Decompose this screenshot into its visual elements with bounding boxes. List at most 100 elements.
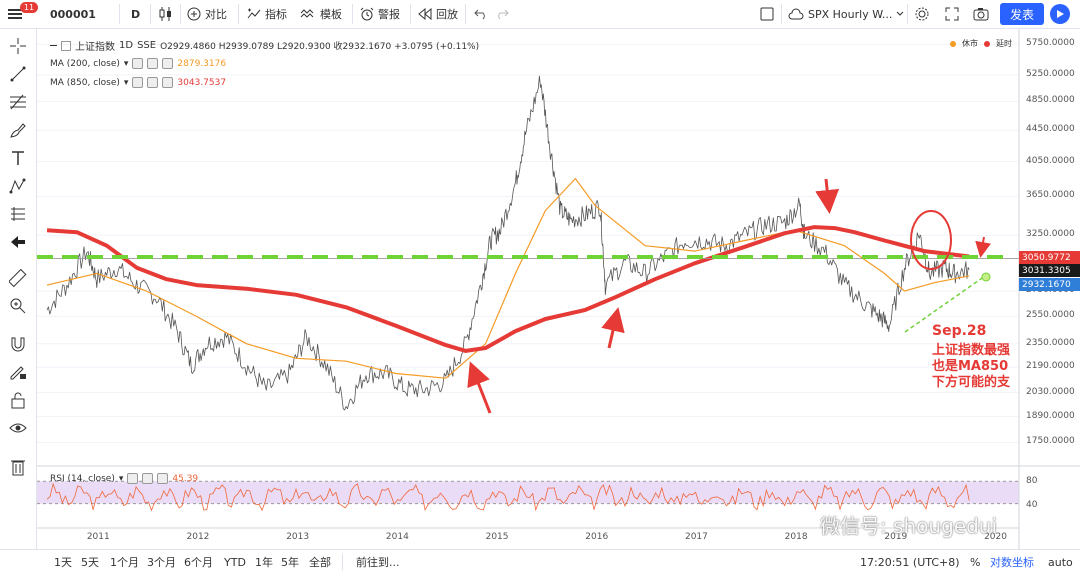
- rsi-tick-40: 40: [1026, 500, 1038, 510]
- price-tick-label: 3250.0000: [1026, 229, 1075, 240]
- templates-label: 模板: [320, 8, 342, 21]
- indicators-label: 指标: [265, 8, 287, 21]
- gear-icon[interactable]: [147, 77, 159, 88]
- text-tool[interactable]: [8, 148, 28, 168]
- trash-icon: [11, 460, 25, 476]
- range-5y[interactable]: 5年: [281, 556, 299, 569]
- bottom-toolbar: 1天 5天 1个月 3个月 6个月 YTD 1年 5年 全部 前往到... 17…: [0, 549, 1080, 574]
- price-tick-label: 2550.0000: [1026, 310, 1075, 321]
- templates-button[interactable]: 模板: [300, 0, 342, 28]
- redo-icon: [498, 9, 509, 20]
- crosshair-tool[interactable]: [8, 36, 28, 56]
- pencil-lock-icon: [10, 366, 26, 380]
- trend-line-tool[interactable]: [8, 64, 28, 84]
- time-tick-label: 2016: [585, 532, 609, 542]
- ma200-line: [46, 178, 970, 379]
- layout-name-button[interactable]: SPX Hourly W...: [788, 0, 904, 28]
- play-button[interactable]: [1050, 4, 1070, 24]
- fullscreen-button[interactable]: [945, 0, 959, 28]
- ma850-legend: MA (850, close) ▾ 3043.7537: [50, 77, 226, 88]
- menu-button[interactable]: [8, 0, 24, 28]
- crosshair-icon: [10, 38, 26, 54]
- fib-retracement-icon: [10, 94, 26, 110]
- visibility-tool[interactable]: [8, 418, 28, 438]
- replay-button[interactable]: 回放: [418, 0, 458, 28]
- last-price-tag: 2932.1670: [1019, 278, 1080, 291]
- price-tick-label: 2030.0000: [1026, 386, 1075, 397]
- settings-button[interactable]: [914, 0, 930, 28]
- percent-toggle[interactable]: %: [970, 555, 981, 569]
- time-tick-label: 2017: [684, 532, 708, 542]
- price-tick-label: 2190.0000: [1026, 361, 1075, 372]
- delete-tool[interactable]: [8, 457, 28, 477]
- main-legend: 上证指数 1D SSE O2929.4860 H2939.0789 L2920.…: [50, 38, 479, 53]
- range-1y[interactable]: 1年: [255, 556, 273, 569]
- uptrend-line: [904, 275, 986, 333]
- pattern-tool[interactable]: [8, 176, 28, 196]
- watermark: 微信号: shougedui: [820, 514, 998, 538]
- eye-icon[interactable]: [127, 473, 139, 484]
- chart-type-button[interactable]: [158, 0, 174, 28]
- range-3m[interactable]: 3个月: [147, 556, 176, 569]
- goto-date-button[interactable]: 前往到...: [356, 556, 400, 569]
- price-chart[interactable]: [0, 29, 1080, 549]
- brush-tool[interactable]: [8, 120, 28, 140]
- indicators-icon: [247, 8, 261, 19]
- rsi-line: [46, 482, 970, 512]
- gear-icon[interactable]: [147, 58, 159, 69]
- chevron-down-icon[interactable]: ▾: [118, 473, 124, 484]
- range-1m[interactable]: 1个月: [110, 556, 139, 569]
- annotation-line1: 上证指数最强: [932, 343, 1011, 358]
- multi-chart-layout-button[interactable]: [760, 0, 774, 28]
- ma200-legend: MA (200, close) ▾ 2879.3176: [50, 58, 226, 69]
- close-icon[interactable]: [157, 473, 169, 484]
- undo-button[interactable]: [474, 0, 488, 28]
- magnet-tool[interactable]: [8, 334, 28, 354]
- arrow-left-icon: [11, 236, 25, 248]
- range-1d[interactable]: 1天: [54, 556, 72, 569]
- range-all[interactable]: 全部: [309, 556, 331, 569]
- status-dot-icon: [950, 40, 956, 47]
- magnet-icon: [11, 337, 25, 352]
- zoom-tool[interactable]: [8, 296, 28, 316]
- eye-icon[interactable]: [132, 58, 144, 69]
- close-icon[interactable]: [162, 77, 174, 88]
- close-icon[interactable]: [162, 58, 174, 69]
- indicators-button[interactable]: 指标: [247, 0, 287, 28]
- drawing-toolbar: [0, 29, 37, 549]
- eye-icon: [9, 423, 27, 433]
- price-tick-label: 5250.0000: [1026, 68, 1075, 79]
- collapse-icon[interactable]: [50, 45, 57, 46]
- compare-button[interactable]: 对比: [187, 0, 227, 28]
- arrow-2014: [467, 361, 492, 414]
- ma850-price-tag: 3050.9772: [1019, 251, 1080, 264]
- redo-button[interactable]: [495, 0, 509, 28]
- auto-scale-toggle[interactable]: auto: [1048, 555, 1073, 569]
- time-tick-label: 2013: [286, 532, 310, 542]
- log-scale-toggle[interactable]: 对数坐标: [990, 556, 1034, 569]
- chevron-down-icon[interactable]: ▾: [123, 58, 129, 69]
- prediction-tool[interactable]: [8, 204, 28, 224]
- grid: [37, 43, 1019, 443]
- hide-panel-tool[interactable]: [8, 232, 28, 252]
- gear-icon[interactable]: [142, 473, 154, 484]
- symbol-input[interactable]: 000001: [50, 7, 96, 21]
- measure-tool[interactable]: [8, 268, 28, 288]
- last-price-marker: [981, 272, 991, 282]
- pattern-icon: [9, 178, 26, 194]
- range-ytd[interactable]: YTD: [224, 555, 246, 569]
- chevron-down-icon[interactable]: ▾: [123, 77, 129, 88]
- clock[interactable]: 17:20:51 (UTC+8): [860, 555, 960, 569]
- lock-tool[interactable]: [8, 390, 28, 410]
- templates-icon: [300, 9, 314, 18]
- eye-icon[interactable]: [132, 77, 144, 88]
- fib-tool[interactable]: [8, 92, 28, 112]
- interval-button[interactable]: D: [131, 7, 141, 21]
- range-6m[interactable]: 6个月: [184, 556, 213, 569]
- snapshot-button[interactable]: [973, 0, 989, 28]
- range-5d[interactable]: 5天: [81, 556, 99, 569]
- price-tick-label: 1890.0000: [1026, 410, 1075, 421]
- drawing-mode-tool[interactable]: [8, 362, 28, 382]
- publish-button[interactable]: 发表: [1000, 3, 1044, 25]
- alert-button[interactable]: 警报: [360, 0, 400, 28]
